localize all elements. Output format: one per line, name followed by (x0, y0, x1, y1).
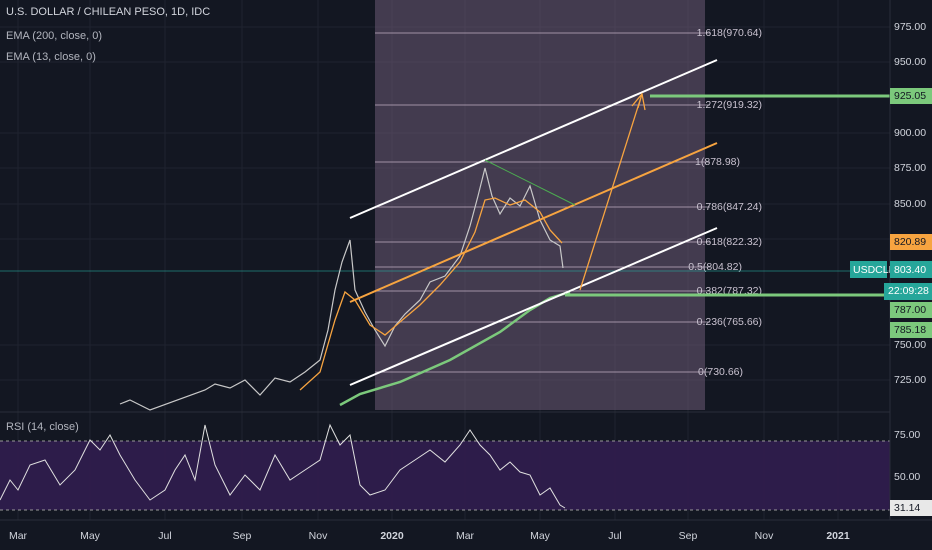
fib-label: 1.618(970.64) (697, 27, 762, 39)
price (119, 167, 564, 411)
price-tick: 750.00 (894, 339, 926, 351)
time-tick: May (530, 530, 551, 542)
arrow-head (631, 92, 646, 111)
rsi-tick: 50.00 (894, 471, 920, 483)
price-tick: 975.00 (894, 21, 926, 33)
time-axis: Mar May Jul Sep Nov 2020 Mar May Jul Sep… (9, 530, 850, 542)
fib-labels: 1.618(970.64) 1.272(919.32) 1(878.98) 0.… (688, 27, 762, 378)
countdown: 22:09:28 (888, 285, 929, 297)
price-tick: 725.00 (894, 374, 926, 386)
time-tick: Sep (233, 530, 252, 542)
rsi-band (0, 441, 890, 510)
rsi-line (0, 423, 566, 509)
fib-lines (375, 32, 710, 373)
fib-label: 0.786(847.24) (697, 201, 762, 213)
indicator-label: EMA (200, close, 0) (6, 30, 102, 42)
fib-label: 1(878.98) (695, 156, 740, 168)
price-tick: 850.00 (894, 198, 926, 210)
time-tick: Mar (456, 530, 475, 542)
rsi-title: RSI (14, close) (6, 421, 79, 433)
channel-upper (349, 59, 718, 219)
ema200-price: 785.18 (894, 324, 926, 336)
ema13-badge (890, 234, 932, 250)
time-tick: Mar (9, 530, 28, 542)
time-tick: Nov (755, 530, 774, 542)
channel-lower (349, 227, 718, 386)
channel-mid (349, 142, 718, 303)
support-badge (890, 302, 932, 318)
last-price: 803.40 (894, 264, 926, 276)
symbol-badge (850, 261, 887, 278)
header: U.S. DOLLAR / CHILEAN PESO, 1D, IDC EMA … (6, 6, 210, 63)
time-tick: Nov (309, 530, 328, 542)
trend-line (484, 159, 576, 206)
target-badge (890, 88, 932, 104)
fib-label: 0(730.66) (698, 366, 743, 378)
ema13-price: 820.89 (894, 236, 926, 248)
fib-label: 0.236(765.66) (697, 316, 762, 328)
time-tick: Sep (679, 530, 698, 542)
price-tick: 950.00 (894, 56, 926, 68)
rsi-last: 31.14 (894, 502, 920, 514)
time-tick: May (80, 530, 101, 542)
target-price: 925.05 (894, 90, 926, 102)
price-tick: 900.00 (894, 127, 926, 139)
fib-label: 1.272(919.32) (697, 99, 762, 111)
time-tick: Jul (608, 530, 621, 542)
rsi-tick: 75.00 (894, 429, 920, 441)
time-tick: 2021 (826, 530, 850, 542)
symbol-title: U.S. DOLLAR / CHILEAN PESO, 1D, IDC (6, 6, 210, 18)
price-tick: 875.00 (894, 162, 926, 174)
time-tick: 2020 (380, 530, 404, 542)
price-axis-labels: 975.00 950.00 900.00 875.00 850.00 750.0… (894, 21, 926, 386)
symbol-tag: USDCLP (853, 264, 896, 276)
fib-zone (375, 0, 705, 410)
rsi-badge (890, 500, 932, 516)
fib-label: 0.618(822.32) (697, 236, 762, 248)
ema200-badge (890, 322, 932, 338)
time-tick: Jul (158, 530, 171, 542)
fib-label: 0.5(804.82) (688, 261, 742, 273)
countdown-badge (884, 283, 932, 300)
last-badge (890, 261, 932, 278)
ema-13 (299, 197, 563, 391)
indicator-label: EMA (13, close, 0) (6, 51, 96, 63)
support-price: 787.00 (894, 304, 926, 316)
